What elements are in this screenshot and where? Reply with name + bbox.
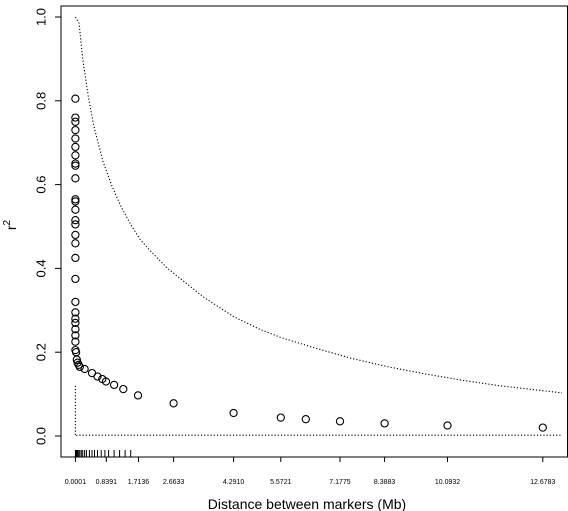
y-tick-label: 0.0 <box>33 427 48 445</box>
x-axis: 0.0001 0.8391 1.7136 2.6633 4.2910 5.5721 7.17… <box>65 457 556 486</box>
x-tick-label: 4.2910 <box>223 479 245 486</box>
data-point <box>538 423 547 432</box>
y-tick-label: 0.8 <box>33 92 48 110</box>
data-point <box>71 117 80 126</box>
x-tick-label: 0.8391 <box>96 479 118 486</box>
upper-envelope-curve <box>74 16 563 394</box>
data-point <box>80 364 89 374</box>
data-point <box>71 195 80 204</box>
data-point <box>443 421 452 430</box>
data-point <box>71 318 80 328</box>
data-point <box>71 337 80 346</box>
data-point <box>71 253 80 263</box>
data-point <box>71 161 80 170</box>
data-point <box>119 384 128 394</box>
x-tick-label: 5.5721 <box>270 479 292 486</box>
x-tick-label: 7.1775 <box>329 479 351 486</box>
data-point <box>301 415 310 424</box>
envelope-curves <box>74 16 563 437</box>
y-tick-label: 1.0 <box>33 8 48 26</box>
x-tick-label: 10.0932 <box>435 479 460 486</box>
data-point <box>93 372 102 381</box>
x-tick-label: 12.6783 <box>530 479 555 486</box>
data-point <box>71 205 80 214</box>
data-points <box>71 94 547 432</box>
y-axis: 0.0 0.2 0.4 0.6 0.8 1.0 <box>33 8 61 445</box>
data-point <box>71 274 80 284</box>
y-tick-label: 0.4 <box>33 259 48 277</box>
data-point <box>71 297 80 307</box>
data-point <box>71 142 80 152</box>
data-point <box>71 125 80 135</box>
data-point <box>109 380 119 390</box>
data-point <box>71 239 80 248</box>
data-point <box>71 325 80 334</box>
data-point <box>71 220 80 229</box>
data-point <box>276 413 285 422</box>
plot-area <box>60 5 568 458</box>
data-point <box>133 391 143 400</box>
data-point <box>75 362 84 372</box>
plot-frame <box>60 5 568 458</box>
y-tick-label: 0.2 <box>33 343 48 361</box>
lower-envelope-curve <box>74 385 562 437</box>
data-point <box>101 377 111 386</box>
data-point <box>71 314 80 323</box>
data-point <box>71 94 80 103</box>
data-point <box>71 230 80 240</box>
data-point <box>229 408 238 418</box>
data-point <box>71 174 80 183</box>
x-tick-label: 8.3883 <box>374 479 396 486</box>
y-tick-label: 0.6 <box>33 176 48 194</box>
data-point <box>380 419 389 428</box>
y-axis-title-sup: 2 <box>2 219 13 225</box>
data-point <box>335 417 345 426</box>
data-point <box>71 331 80 340</box>
x-axis-title: Distance between markers (Mb) <box>208 496 406 511</box>
data-point <box>71 197 80 206</box>
data-point <box>71 151 80 160</box>
data-point <box>71 159 80 168</box>
data-point <box>71 308 80 317</box>
y-axis-title: r2 <box>2 219 19 230</box>
data-point <box>169 399 178 408</box>
x-tick-label: 1.7136 <box>128 479 150 486</box>
data-point <box>71 134 80 143</box>
data-point <box>71 113 80 122</box>
x-rug <box>74 450 132 457</box>
data-point <box>71 216 80 225</box>
y-axis-title-base: r <box>3 225 19 230</box>
x-tick-label: 2.6633 <box>163 479 185 486</box>
x-tick-label: 0.0001 <box>65 479 87 486</box>
